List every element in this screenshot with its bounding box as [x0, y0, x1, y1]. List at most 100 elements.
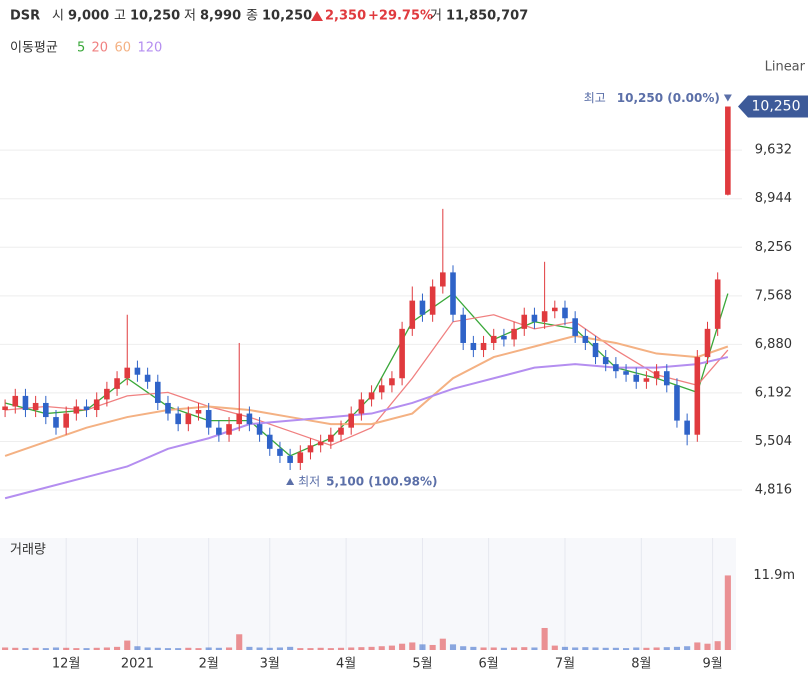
x-tick-label: 9월 — [702, 657, 722, 672]
candle-body — [2, 406, 8, 411]
candle-body — [32, 402, 39, 411]
y-tick-label: 6,192 — [755, 385, 792, 400]
volume-bar — [215, 647, 222, 650]
candle-body — [521, 314, 528, 329]
value: 10,250 — [130, 9, 180, 24]
candle-body — [236, 413, 243, 425]
legend-entry: 120 — [138, 41, 163, 56]
volume-bar — [511, 647, 518, 650]
volume-bar — [378, 646, 385, 650]
volume-bar — [307, 648, 314, 650]
candle-body — [338, 427, 344, 435]
y-tick-label: 4,816 — [755, 483, 792, 498]
volume-bar — [521, 647, 528, 650]
moving-average — [4, 292, 729, 457]
x-tick-label: 5월 — [412, 657, 432, 672]
volume-bar — [348, 647, 355, 650]
volume-bar — [297, 648, 304, 650]
candle-body — [317, 441, 324, 446]
moving-average — [4, 334, 729, 457]
candle-body — [643, 378, 650, 382]
candle-body — [205, 410, 212, 428]
candle-body — [419, 300, 426, 315]
volume-bar — [93, 647, 100, 650]
volume-bar — [684, 646, 691, 650]
candle-body — [277, 448, 283, 456]
candle-body — [714, 279, 721, 329]
candle-body — [93, 399, 100, 411]
candle-body — [246, 413, 253, 425]
symbol: DSR — [10, 9, 40, 24]
candle-body — [12, 395, 19, 407]
candle-body — [572, 318, 578, 336]
value: 10,250 — [262, 9, 312, 24]
value: 8,990 — [200, 9, 241, 24]
price-tag — [738, 95, 808, 118]
price-tag-label: 10,250 — [752, 99, 801, 115]
volume-bar — [439, 638, 446, 650]
y-tick-label: 9,632 — [755, 143, 792, 158]
candle-body — [216, 427, 222, 435]
volume-bar — [236, 634, 243, 650]
volume-bar — [185, 647, 192, 650]
candle-body — [694, 357, 701, 435]
candle-body — [226, 424, 232, 435]
volume-panel — [0, 538, 736, 650]
candle-body — [287, 455, 293, 463]
volume-bar — [256, 647, 263, 650]
volume-bar — [480, 647, 487, 650]
legend-entry: 60 — [115, 41, 132, 56]
volume-bar — [32, 647, 39, 650]
candle-body — [175, 413, 181, 425]
marker — [286, 478, 295, 486]
candle-body — [73, 406, 80, 414]
volume-bar — [327, 648, 334, 650]
volume-bar — [154, 647, 161, 650]
value: 9,000 — [68, 9, 109, 24]
candle-body — [674, 385, 680, 421]
candle-body — [83, 406, 90, 411]
annotation-label: 최고 — [584, 91, 606, 105]
candle-body — [399, 328, 405, 379]
candle-body — [43, 402, 49, 418]
candle-body — [389, 378, 395, 386]
volume-bar — [134, 646, 141, 650]
candle-body — [460, 314, 466, 343]
y-tick-label: 8,944 — [755, 191, 792, 206]
value: 11,850,707 — [446, 9, 528, 24]
candle-body — [602, 357, 609, 365]
volume-title: 거래량 — [10, 543, 46, 558]
volume-bar — [2, 647, 9, 650]
candle-body — [450, 272, 456, 315]
candle-body — [22, 395, 29, 411]
volume-tick-label: 11.9m — [753, 568, 795, 583]
volume-bar — [663, 647, 670, 650]
candle-body — [470, 342, 477, 351]
candle-body — [613, 364, 619, 372]
volume-bar — [42, 648, 49, 650]
volume-bar — [337, 647, 345, 650]
volume-bar — [368, 646, 375, 650]
volume-bar — [724, 575, 731, 650]
legend-entry: 20 — [92, 41, 109, 56]
volume-bar — [287, 646, 294, 650]
x-tick-label: 4월 — [336, 657, 356, 672]
volume-bar — [205, 647, 212, 650]
candle-body — [53, 417, 59, 428]
volume-bar — [12, 647, 19, 650]
legend-title: 이동평균 — [10, 41, 58, 56]
label: 거 — [430, 9, 442, 24]
volume-bar — [694, 642, 701, 650]
label: 고 — [114, 9, 126, 24]
volume-bar — [704, 643, 711, 650]
volume-bar — [653, 647, 660, 650]
volume-bar — [388, 645, 395, 650]
volume-bar — [449, 644, 457, 650]
candle-body — [704, 328, 711, 358]
candle-body — [725, 106, 731, 195]
volume-bar — [582, 647, 589, 650]
candle-body — [653, 371, 660, 379]
label: 저 — [184, 9, 196, 24]
candle-body — [165, 402, 171, 414]
